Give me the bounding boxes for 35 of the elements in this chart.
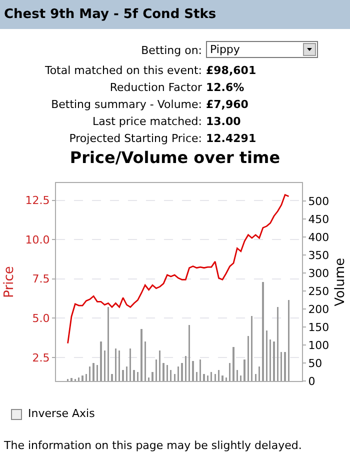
y-tick-label: 10.0 <box>25 233 50 246</box>
line-series <box>67 194 290 344</box>
y2-tick-label: 350 <box>308 248 330 262</box>
text: Pippy <box>206 41 318 58</box>
text: 13.00 <box>206 115 241 128</box>
y-tick-label: 12.5 <box>25 194 50 208</box>
y2-tick-label: 200 <box>308 302 330 316</box>
y2-tick-label: 500 <box>308 194 330 208</box>
text: The information on this page may be slightly delayed. <box>4 439 302 452</box>
y-tick-label: 7.5 <box>32 272 50 286</box>
text: £7,960 <box>206 98 248 111</box>
y-tick-label: 2.5 <box>32 351 50 364</box>
y2-tick-label: 300 <box>308 266 330 280</box>
text: Chest 9th May - 5f Cond Stks <box>0 0 350 29</box>
y-axis-title: Price <box>2 266 18 298</box>
y2-axis-title: Volume <box>332 258 348 306</box>
text: Projected Starting Price: <box>69 132 202 145</box>
text: Inverse Axis <box>28 407 95 420</box>
text: Last price matched: <box>92 115 202 128</box>
text: Total matched on this event: <box>44 64 202 77</box>
text: Reduction Factor <box>110 81 202 94</box>
text: 12.4291 <box>206 132 256 145</box>
text: Betting summary - Volume: <box>51 98 202 111</box>
y2-tick-label: 450 <box>308 212 330 226</box>
text: £98,601 <box>206 64 256 77</box>
text: 12.6% <box>206 81 244 94</box>
y-tick-label: 5.0 <box>32 312 50 325</box>
y2-tick-label: 0 <box>308 374 316 388</box>
y2-tick-label: 250 <box>308 284 330 298</box>
chart-title: Price/Volume over time <box>70 148 280 167</box>
y2-tick-label: 400 <box>308 230 330 244</box>
y2-tick-label: 50 <box>308 356 322 370</box>
y2-tick-label: 150 <box>308 320 330 334</box>
y2-tick-label: 100 <box>308 338 330 352</box>
text: Betting on: <box>141 44 202 57</box>
